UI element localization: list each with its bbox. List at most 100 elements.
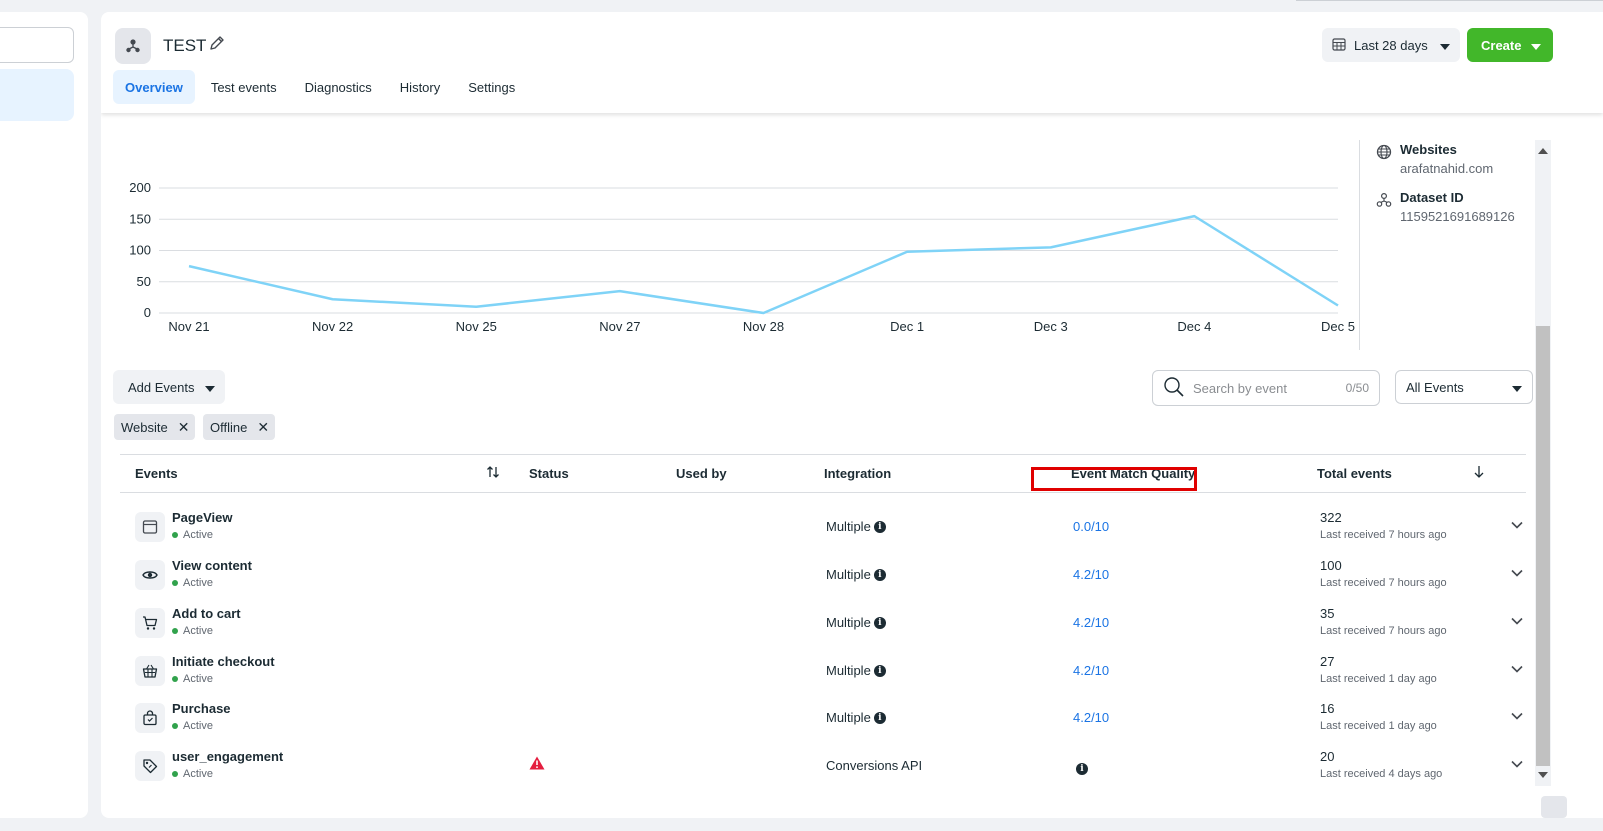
x-tick-label: Nov 22 bbox=[312, 319, 353, 334]
last-received: Last received 7 hours ago bbox=[1320, 625, 1447, 637]
left-panel bbox=[0, 12, 88, 818]
event-name[interactable]: View content bbox=[172, 558, 252, 573]
series-line bbox=[188, 214, 1339, 315]
arrow-down-icon[interactable] bbox=[1473, 465, 1485, 482]
dataset-icon bbox=[115, 28, 151, 64]
warning-icon[interactable] bbox=[529, 756, 545, 773]
table-row[interactable]: Add to cart Active Multiple i 4.2/10 35 L… bbox=[120, 603, 1526, 651]
integration-cell: Multiple i bbox=[826, 710, 886, 725]
x-tick-label: Nov 21 bbox=[168, 319, 209, 334]
highlight-annotation-box bbox=[1031, 467, 1197, 491]
close-icon[interactable]: ✕ bbox=[257, 418, 270, 435]
table-row[interactable]: Purchase Active Multiple i 4.2/10 16 Last… bbox=[120, 698, 1526, 746]
table-row[interactable]: Initiate checkout Active Multiple i 4.2/1… bbox=[120, 651, 1526, 699]
chevron-down-icon[interactable] bbox=[1511, 708, 1523, 723]
event-status: Active bbox=[172, 768, 213, 780]
total-events-count: 35 bbox=[1320, 606, 1335, 621]
basket-icon bbox=[135, 656, 165, 686]
info-icon[interactable]: i bbox=[873, 711, 886, 724]
chevron-down-icon[interactable] bbox=[1511, 517, 1523, 532]
event-name[interactable]: PageView bbox=[172, 510, 233, 525]
page-header: TEST Overview Test events Diagnostics Hi… bbox=[101, 12, 1603, 113]
col-total-events[interactable]: Total events bbox=[1317, 466, 1392, 481]
chip-label: Website bbox=[121, 419, 168, 435]
chevron-down-icon[interactable] bbox=[1511, 613, 1523, 628]
chevron-down-icon[interactable] bbox=[1511, 756, 1523, 771]
tab-settings[interactable]: Settings bbox=[468, 79, 516, 95]
event-status: Active bbox=[172, 673, 213, 685]
col-integration: Integration bbox=[824, 466, 892, 481]
info-icon[interactable]: i bbox=[873, 568, 886, 581]
left-search-input[interactable] bbox=[0, 27, 74, 63]
x-tick-label: Dec 5 bbox=[1321, 319, 1355, 334]
filter-chip-offline: Offline ✕ bbox=[203, 414, 276, 440]
top-border-line bbox=[1296, 0, 1603, 1]
tab-history[interactable]: History bbox=[399, 79, 441, 95]
all-events-dropdown[interactable]: All Events bbox=[1395, 370, 1533, 404]
left-selected-item[interactable] bbox=[0, 69, 74, 121]
vertical-scrollbar[interactable] bbox=[1535, 140, 1551, 786]
table-row[interactable]: View content Active Multiple i 4.2/10 100… bbox=[120, 555, 1526, 603]
integration-label: Multiple bbox=[826, 615, 871, 630]
y-tick-label: 200 bbox=[129, 180, 151, 195]
x-tick-label: Nov 27 bbox=[599, 319, 640, 334]
event-name[interactable]: Initiate checkout bbox=[172, 654, 275, 669]
create-button[interactable]: Create bbox=[1467, 28, 1553, 62]
scroll-thumb[interactable] bbox=[1536, 326, 1550, 766]
event-name[interactable]: Add to cart bbox=[172, 606, 241, 621]
integration-cell: Multiple i bbox=[826, 615, 886, 630]
calendar-icon bbox=[1332, 37, 1346, 54]
browser-window-icon bbox=[135, 512, 165, 542]
event-status-label: Active bbox=[183, 768, 213, 780]
active-dot-icon bbox=[172, 676, 178, 682]
x-tick-label: Nov 28 bbox=[743, 319, 784, 334]
pencil-icon[interactable] bbox=[208, 34, 226, 52]
total-events-count: 20 bbox=[1320, 749, 1335, 764]
shopping-bag-icon bbox=[135, 703, 165, 733]
page-title: TEST bbox=[163, 36, 207, 55]
integration-cell: Conversions API bbox=[826, 758, 922, 773]
col-events[interactable]: Events bbox=[135, 466, 178, 481]
close-icon[interactable]: ✕ bbox=[177, 418, 190, 435]
chevron-down-icon[interactable] bbox=[1511, 661, 1523, 676]
event-name[interactable]: Purchase bbox=[172, 701, 231, 716]
caret-down-icon bbox=[204, 380, 215, 395]
event-status: Active bbox=[172, 529, 213, 541]
scroll-up-arrow-icon[interactable] bbox=[1538, 148, 1548, 154]
emq-score-link[interactable]: 4.2/10 bbox=[1073, 615, 1110, 630]
emq-score-link[interactable]: 4.2/10 bbox=[1073, 710, 1110, 725]
cart-icon bbox=[135, 608, 165, 638]
date-range-button[interactable]: Last 28 days bbox=[1322, 28, 1460, 62]
chevron-down-icon[interactable] bbox=[1511, 565, 1523, 580]
emq-score-link[interactable]: 0.0/10 bbox=[1073, 519, 1110, 534]
info-icon[interactable]: i bbox=[873, 520, 886, 533]
x-tick-label: Dec 1 bbox=[890, 319, 924, 334]
tab-overview[interactable]: Overview bbox=[113, 70, 195, 104]
tab-test-events[interactable]: Test events bbox=[210, 79, 277, 95]
table-row[interactable]: user_engagement Active Conversions API i… bbox=[120, 746, 1526, 794]
emq-score-link[interactable]: 4.2/10 bbox=[1073, 663, 1110, 678]
tab-bar: Overview Test events Diagnostics History… bbox=[113, 70, 527, 104]
add-events-button[interactable]: Add Events bbox=[113, 370, 225, 404]
chip-label: Offline bbox=[210, 419, 248, 435]
search-events-input[interactable]: Search by event 0/50 bbox=[1152, 370, 1380, 406]
table-row[interactable]: PageView Active Multiple i 0.0/10 322 Las… bbox=[120, 507, 1526, 555]
scroll-down-arrow-icon[interactable] bbox=[1538, 772, 1548, 778]
info-icon[interactable]: i bbox=[873, 664, 886, 677]
tab-diagnostics[interactable]: Diagnostics bbox=[304, 79, 372, 95]
active-dot-icon bbox=[172, 532, 178, 538]
websites-row: Websites arafatnahid.com bbox=[1376, 142, 1493, 176]
integration-label: Multiple bbox=[826, 663, 871, 678]
event-status: Active bbox=[172, 625, 213, 637]
integration-cell: Multiple i bbox=[826, 567, 886, 582]
total-events-count: 322 bbox=[1320, 510, 1342, 525]
language-globe-button[interactable] bbox=[1541, 796, 1567, 818]
event-name[interactable]: user_engagement bbox=[172, 749, 284, 764]
y-tick-label: 50 bbox=[137, 274, 151, 289]
search-icon bbox=[1163, 376, 1185, 401]
emq-score-link[interactable]: 4.2/10 bbox=[1073, 567, 1110, 582]
all-events-label: All Events bbox=[1406, 379, 1464, 395]
info-icon[interactable]: i bbox=[873, 616, 886, 629]
info-icon[interactable]: i bbox=[1076, 759, 1088, 775]
sort-icon[interactable] bbox=[486, 465, 500, 482]
